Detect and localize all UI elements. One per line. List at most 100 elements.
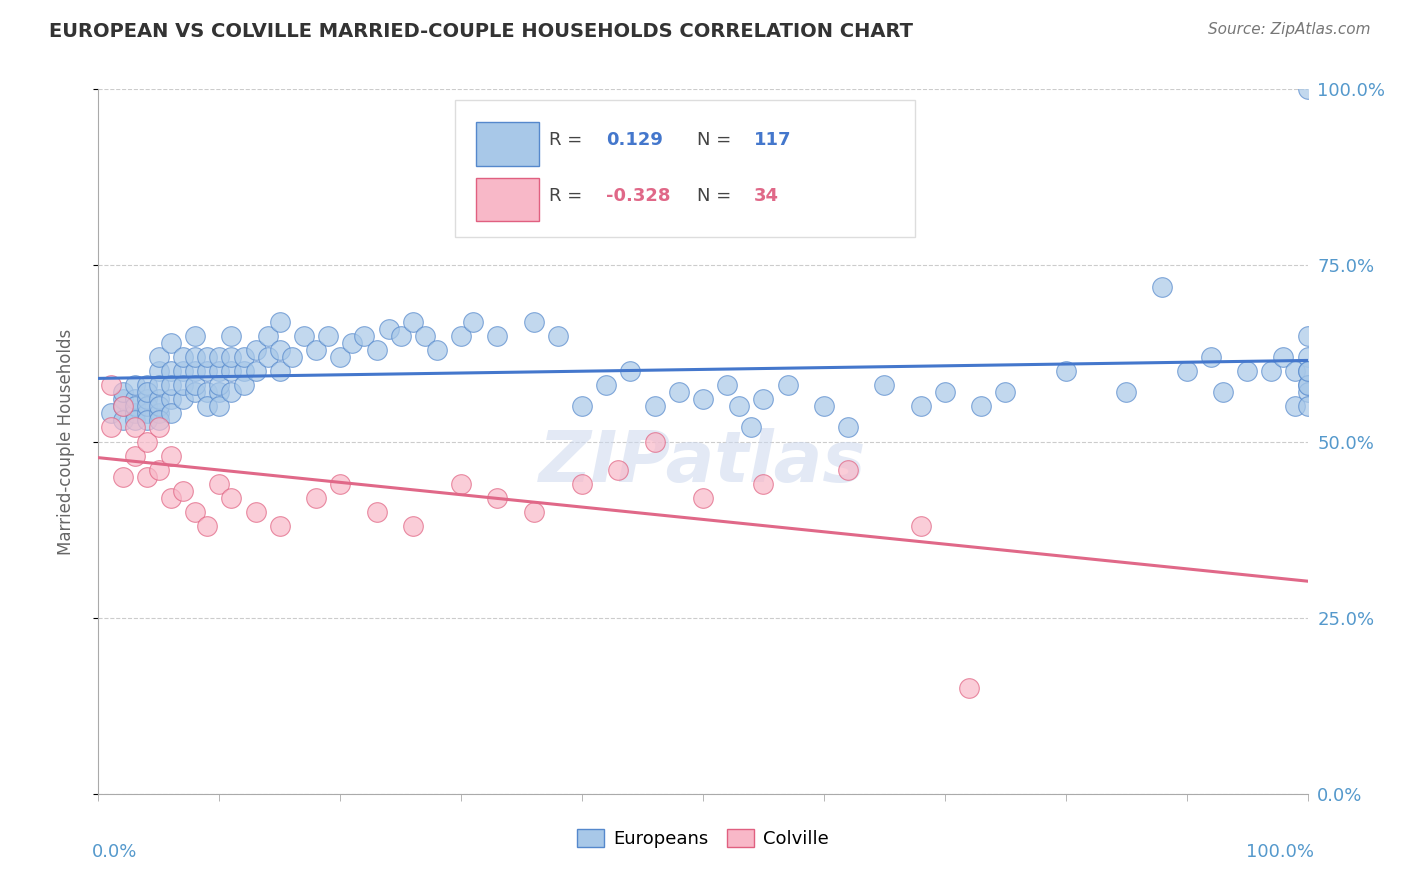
Point [994,385,1017,400]
Point [124,449,146,463]
Point [256,328,278,343]
FancyBboxPatch shape [475,122,538,166]
Point [910,399,932,413]
Text: R =: R = [550,131,589,149]
Point [910,519,932,533]
Point [1115,385,1137,400]
Point [256,350,278,364]
Point [124,413,146,427]
Point [100,406,122,420]
Text: N =: N = [697,186,737,205]
Point [135,434,157,449]
Point [221,491,243,505]
Point [692,392,714,407]
Point [172,483,194,498]
Point [208,476,231,491]
Point [366,343,388,357]
Point [1054,364,1077,378]
Point [160,392,183,407]
Point [135,385,157,400]
Point [1296,399,1319,413]
Point [644,434,666,449]
Text: R =: R = [550,186,589,205]
Point [510,209,533,223]
Point [208,364,231,378]
Point [135,469,157,483]
Point [148,392,170,407]
Text: 34: 34 [754,186,779,205]
Text: 0.0%: 0.0% [93,843,138,861]
Point [160,449,183,463]
Point [208,385,231,400]
Point [195,399,218,413]
FancyBboxPatch shape [456,100,915,237]
Point [184,378,207,392]
Point [571,399,593,413]
Point [184,328,207,343]
Point [1284,399,1306,413]
Point [607,463,630,477]
Point [135,392,157,407]
Point [160,491,183,505]
Point [728,399,751,413]
Point [523,505,546,519]
Point [547,328,569,343]
Point [873,378,896,392]
Point [160,378,183,392]
Point [1296,350,1319,364]
Point [1272,350,1295,364]
Point [124,406,146,420]
Point [135,413,157,427]
Point [1296,364,1319,378]
Point [402,315,425,329]
Point [195,519,218,533]
Point [111,385,134,400]
Point [232,378,254,392]
Point [135,406,157,420]
Text: N =: N = [697,131,737,149]
Point [111,469,134,483]
Point [1152,279,1174,293]
Point [450,328,472,343]
Point [353,328,375,343]
Point [1236,364,1258,378]
Text: Source: ZipAtlas.com: Source: ZipAtlas.com [1208,22,1371,37]
Point [837,463,859,477]
Point [184,350,207,364]
Point [402,519,425,533]
Point [1296,378,1319,392]
Point [100,420,122,434]
Point [124,392,146,407]
Point [329,476,352,491]
Point [124,420,146,434]
Point [269,315,291,329]
Point [1296,82,1319,96]
Point [292,328,315,343]
Point [100,378,122,392]
Point [619,364,641,378]
Point [752,476,775,491]
Point [1284,364,1306,378]
Point [172,392,194,407]
Point [813,399,835,413]
Point [486,491,509,505]
Point [172,364,194,378]
Point [1296,364,1319,378]
Point [124,378,146,392]
Text: 100.0%: 100.0% [1246,843,1313,861]
Y-axis label: Married-couple Households: Married-couple Households [56,328,75,555]
Point [269,343,291,357]
Point [316,328,339,343]
Point [195,350,218,364]
Point [957,681,980,696]
Point [366,505,388,519]
Text: 117: 117 [754,131,792,149]
Point [135,399,157,413]
Point [148,463,170,477]
Point [1296,328,1319,343]
Point [716,378,738,392]
Point [245,343,267,357]
Point [752,392,775,407]
Point [426,343,449,357]
Point [148,420,170,434]
